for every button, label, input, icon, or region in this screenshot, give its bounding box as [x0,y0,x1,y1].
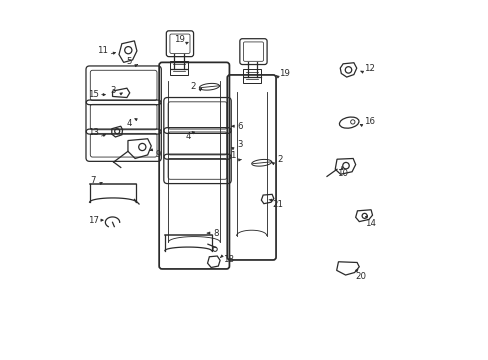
Text: 6: 6 [237,122,243,131]
Text: 13: 13 [87,128,99,137]
Text: 14: 14 [365,219,375,228]
Text: 3: 3 [237,140,243,149]
Text: 2: 2 [190,82,196,91]
Text: 7: 7 [90,176,96,185]
Text: 10: 10 [336,169,347,178]
Text: 3: 3 [111,86,116,95]
Text: 21: 21 [271,200,283,209]
Text: 4: 4 [127,119,132,128]
Text: 8: 8 [213,229,218,238]
Text: 1: 1 [230,151,235,160]
Text: 11: 11 [97,46,108,55]
Text: 16: 16 [363,117,374,126]
Text: 15: 15 [87,90,99,99]
Text: 18: 18 [223,255,234,264]
Text: 9: 9 [155,150,160,159]
Text: 12: 12 [363,64,374,73]
Text: 20: 20 [355,271,366,280]
Text: 19: 19 [279,69,289,78]
Text: 19: 19 [173,35,184,44]
Text: 17: 17 [87,216,99,225]
Text: 5: 5 [126,57,131,66]
Text: 4: 4 [185,132,190,141]
Text: 2: 2 [277,156,283,165]
